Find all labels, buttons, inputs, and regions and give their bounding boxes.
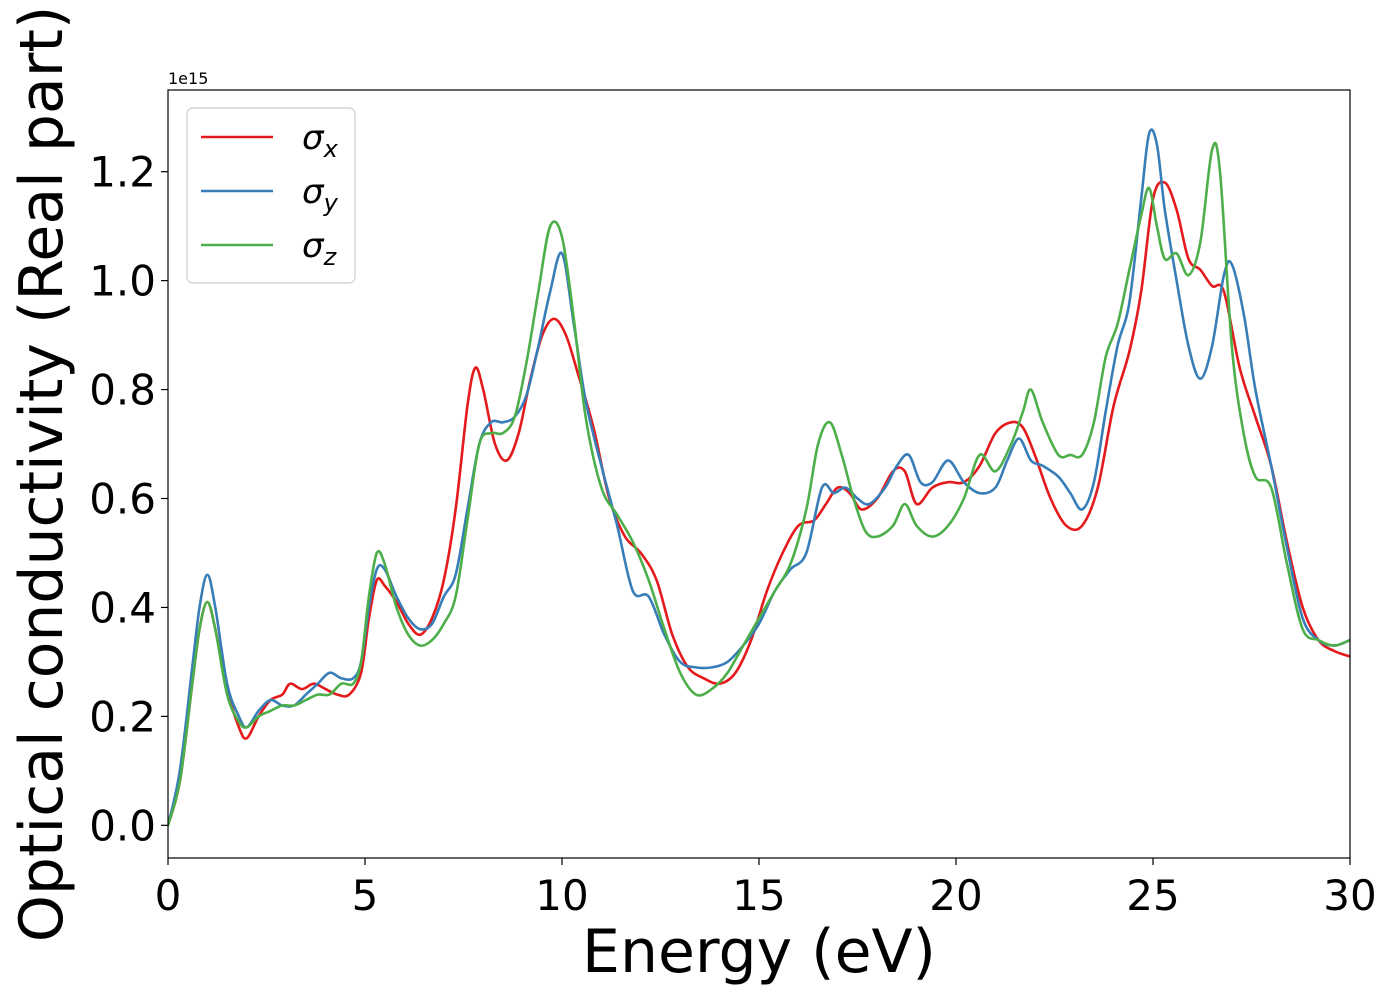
series-line-x [168,180,1350,827]
x-tick-label: 15 [732,871,785,920]
x-tick-label: 25 [1126,871,1179,920]
y-tick-label: 0.0 [89,801,156,850]
y-tick-label: 0.6 [89,475,156,524]
y-tick-label: 1.0 [89,257,156,306]
series-layer [168,128,1350,827]
series-line-z [168,141,1350,827]
x-axis-title: Energy (eV) [582,917,936,987]
y-tick-label: 0.2 [89,692,156,741]
y-axis: 0.0 0.2 0.4 0.6 0.8 1.0 1.2 [89,148,168,850]
legend-box [186,107,356,284]
x-tick-label: 30 [1323,871,1376,920]
y-tick-label: 0.4 [89,583,156,632]
y-tick-label: 0.8 [89,366,156,415]
legend-label-y: σy [302,172,339,217]
y-axis-title: Optical conductivity (Real part) [7,6,77,943]
x-tick-label: 5 [352,871,379,920]
x-tick-label: 10 [535,871,588,920]
x-tick-label: 0 [155,871,182,920]
legend: σx σy σz [186,107,356,284]
x-tick-label: 20 [929,871,982,920]
y-tick-label: 1.2 [89,148,156,197]
y-offset-label: 1e15 [168,69,208,88]
legend-label-x: σx [302,118,339,163]
x-axis: 0 5 10 15 20 25 30 [155,858,1377,920]
legend-label-z: σz [302,226,338,271]
